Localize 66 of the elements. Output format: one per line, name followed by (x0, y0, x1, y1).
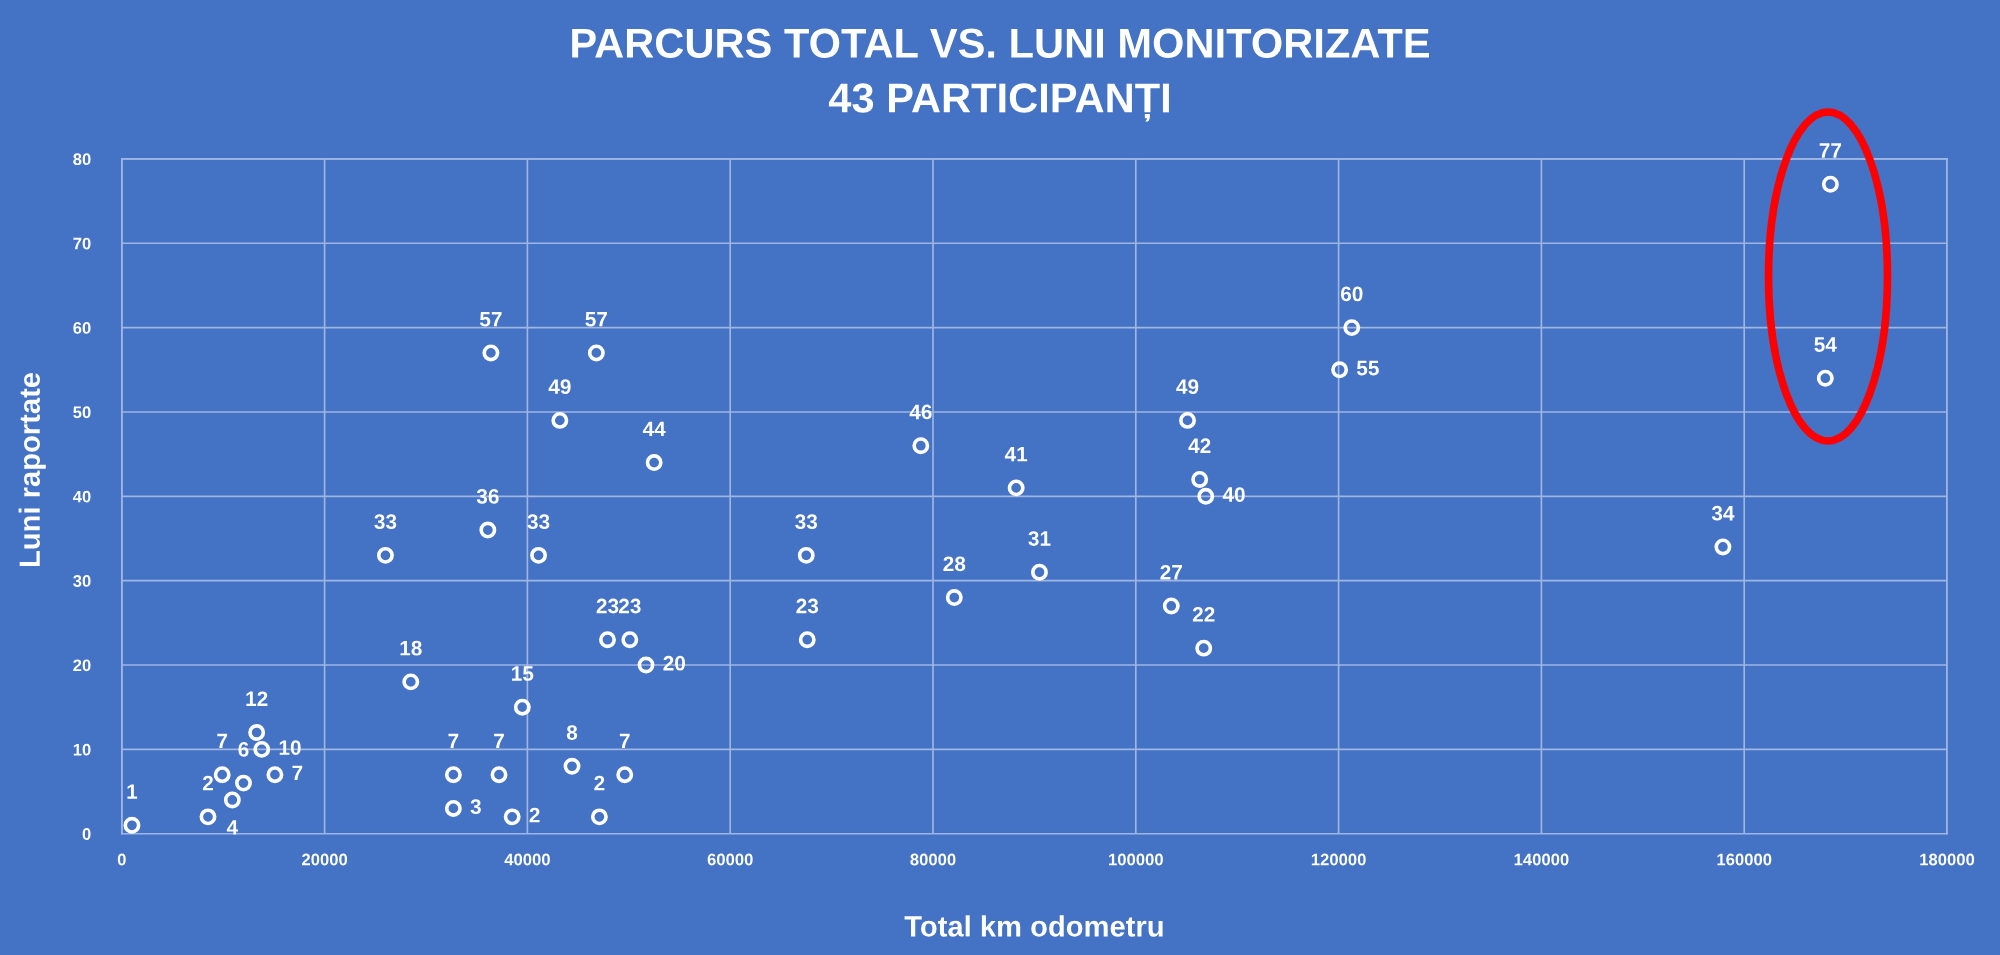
data-label: 36 (476, 488, 499, 504)
data-label: 46 (909, 404, 932, 420)
data-label: 60 (1340, 286, 1363, 302)
data-label: 3 (470, 799, 481, 815)
y-axis-title: Luni raportate (18, 372, 46, 567)
x-tick-label: 120000 (1311, 853, 1366, 866)
data-label: 33 (374, 514, 397, 530)
data-label: 42 (1188, 438, 1211, 453)
chart-subtitle: 43 PARTICIPANȚI (828, 83, 1169, 122)
data-label: 49 (1176, 379, 1199, 395)
data-label: 27 (1160, 564, 1182, 580)
data-label: 23 (618, 598, 641, 614)
data-label: 57 (585, 312, 608, 327)
data-label: 2 (202, 775, 213, 791)
y-tick-label: 50 (73, 406, 91, 419)
x-tick-label: 60000 (707, 853, 753, 866)
y-tick-label: 70 (73, 237, 91, 250)
chart-title: PARCURS TOTAL VS. LUNI MONITORIZATE (572, 28, 1430, 58)
data-label: 7 (292, 765, 303, 781)
data-label: 49 (548, 379, 571, 395)
x-tick-label: 180000 (1920, 853, 1975, 866)
data-label: 31 (1028, 531, 1051, 546)
data-label: 23 (596, 598, 619, 614)
data-label: 15 (512, 666, 534, 681)
data-label: 55 (1356, 360, 1379, 376)
data-label: 34 (1711, 505, 1735, 521)
y-tick-label: 30 (73, 575, 91, 587)
data-label: 4 (226, 820, 239, 835)
y-tick-label: 20 (73, 659, 91, 672)
data-label: 12 (246, 691, 268, 706)
x-tick-label: 140000 (1514, 853, 1569, 866)
x-axis-title: Total km odometru (904, 915, 1163, 937)
data-label: 23 (796, 598, 819, 614)
data-label: 7 (494, 733, 504, 749)
data-label: 18 (400, 640, 422, 656)
x-tick-label: 0 (117, 853, 126, 866)
y-tick-label: 80 (73, 153, 91, 166)
data-label: 20 (663, 655, 686, 671)
data-label: 44 (642, 421, 666, 437)
data-label: 7 (217, 733, 228, 749)
y-tick-label: 60 (73, 322, 91, 334)
data-label: 2 (529, 807, 540, 823)
y-tick-label: 0 (82, 828, 91, 840)
data-label: 33 (527, 514, 550, 530)
y-tick-label: 40 (72, 490, 91, 503)
data-label: 7 (619, 733, 630, 749)
data-label: 28 (943, 556, 966, 572)
data-label: 1 (127, 784, 138, 799)
data-label: 57 (479, 312, 502, 327)
x-tick-label: 100000 (1109, 853, 1163, 866)
data-label: 41 (1004, 447, 1028, 462)
data-label: 40 (1222, 487, 1245, 502)
data-label: 22 (1192, 607, 1215, 622)
data-label: 10 (279, 740, 301, 755)
x-tick-label: 20000 (302, 853, 348, 866)
data-label: 2 (594, 775, 605, 791)
x-tick-label: 160000 (1717, 853, 1772, 866)
x-tick-label: 80000 (910, 853, 956, 866)
data-label: 77 (1819, 143, 1842, 158)
data-label: 33 (795, 514, 818, 530)
data-label: 7 (448, 733, 459, 749)
data-label: 6 (238, 742, 249, 757)
y-tick-label: 10 (73, 743, 91, 756)
data-label: 8 (566, 725, 578, 740)
x-tick-label: 40000 (504, 853, 550, 866)
data-label: 54 (1814, 337, 1837, 352)
